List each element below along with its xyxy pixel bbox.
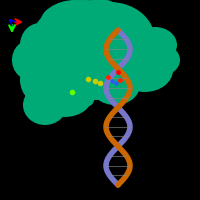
Ellipse shape <box>30 56 46 88</box>
Ellipse shape <box>70 63 100 77</box>
Ellipse shape <box>65 2 155 78</box>
Ellipse shape <box>23 85 67 125</box>
Ellipse shape <box>78 0 122 31</box>
Ellipse shape <box>102 8 138 36</box>
Ellipse shape <box>50 67 66 93</box>
Ellipse shape <box>149 61 167 83</box>
Ellipse shape <box>12 40 48 80</box>
Ellipse shape <box>38 75 58 109</box>
Ellipse shape <box>37 73 93 117</box>
Ellipse shape <box>81 78 95 106</box>
Ellipse shape <box>72 41 108 63</box>
Ellipse shape <box>46 45 74 55</box>
Ellipse shape <box>53 10 67 34</box>
Ellipse shape <box>140 44 180 76</box>
Ellipse shape <box>20 52 80 108</box>
Ellipse shape <box>30 0 140 90</box>
Ellipse shape <box>98 27 162 83</box>
Ellipse shape <box>31 38 45 66</box>
Ellipse shape <box>20 23 60 67</box>
Ellipse shape <box>110 22 126 48</box>
Ellipse shape <box>68 81 82 109</box>
Ellipse shape <box>40 0 110 50</box>
Ellipse shape <box>57 40 133 100</box>
Ellipse shape <box>122 66 138 94</box>
Ellipse shape <box>40 7 70 43</box>
Ellipse shape <box>20 25 100 95</box>
Ellipse shape <box>89 51 121 69</box>
Ellipse shape <box>35 23 49 47</box>
Ellipse shape <box>92 16 108 44</box>
Ellipse shape <box>76 7 88 27</box>
Ellipse shape <box>131 37 149 63</box>
Ellipse shape <box>93 38 127 52</box>
Ellipse shape <box>117 48 173 92</box>
Ellipse shape <box>62 55 78 85</box>
Ellipse shape <box>59 39 91 51</box>
Ellipse shape <box>141 48 159 72</box>
Ellipse shape <box>113 79 127 105</box>
Ellipse shape <box>90 65 140 105</box>
Ellipse shape <box>133 27 177 63</box>
